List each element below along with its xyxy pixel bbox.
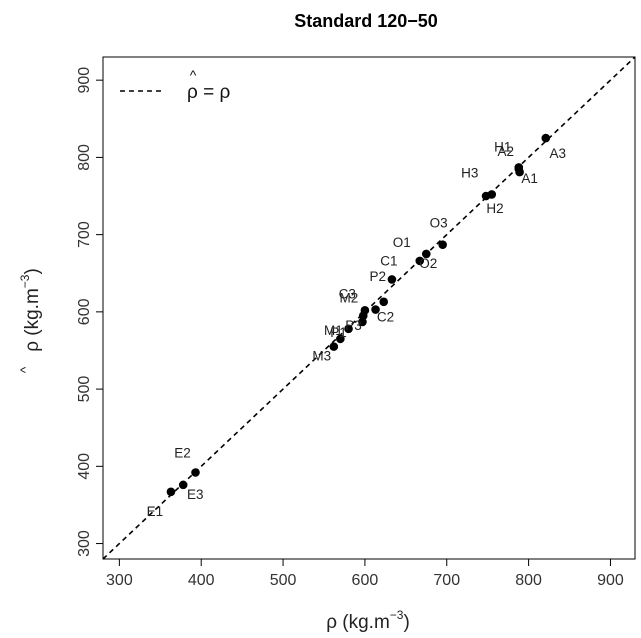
- data-point-c1: [387, 275, 397, 284]
- data-point-a2: [514, 164, 524, 174]
- y-tick-label: 800: [76, 144, 93, 171]
- y-axis-label: ρ (kg.m−3) ^: [17, 268, 43, 373]
- data-point-a3: [541, 133, 551, 143]
- point-label-e2: E2: [174, 446, 191, 461]
- point-label-c1: C1: [380, 253, 397, 268]
- legend: ^ ρ = ρ: [120, 67, 230, 103]
- point-label-h1: H1: [494, 139, 511, 154]
- x-tick-label: 600: [352, 572, 379, 589]
- point-label-c3: C3: [339, 287, 356, 302]
- point-label-e1: E1: [147, 504, 164, 519]
- svg-text:ρ (kg.m−3): ρ (kg.m−3): [18, 268, 43, 352]
- data-point-o3: [438, 240, 447, 249]
- point-label-h2: H2: [486, 201, 503, 216]
- point-label-c2: C2: [377, 310, 394, 325]
- data-point-m3: [329, 342, 339, 351]
- x-tick-label: 900: [597, 572, 624, 589]
- point-label-m2: M2: [340, 290, 359, 305]
- chart-title: Standard 120−50: [294, 11, 438, 31]
- y-tick-label: 600: [76, 298, 93, 325]
- point-label-h3: H3: [461, 165, 478, 180]
- point-label-m1: M1: [324, 323, 343, 338]
- y-axis-label-exponent: −3: [18, 274, 32, 288]
- point-labels: E1 E2 E3 M1 M2 M3 P1 P2 P3 C1 C2 C3 O1 O2 O3 H1 H2 H3 A1 A2…: [147, 139, 566, 518]
- data-point-c3: [358, 311, 368, 321]
- point-label-a3: A3: [550, 146, 567, 161]
- data-point-p1: [344, 324, 353, 334]
- y-tick-label: 700: [76, 221, 93, 248]
- legend-label: ρ = ρ: [187, 82, 230, 103]
- y-axis-label-hat: ^: [17, 366, 33, 373]
- x-tick-label: 400: [188, 572, 215, 589]
- point-label-a1: A1: [521, 171, 538, 186]
- plot-frame: [102, 56, 636, 560]
- x-axis-ticks: 300 400 500 600 700 800 900: [106, 559, 624, 589]
- point-label-p3: P3: [345, 318, 362, 333]
- data-point-c2: [371, 305, 380, 314]
- y-axis-label-base: ρ (kg.m: [22, 288, 43, 352]
- x-axis-label-exponent: −3: [390, 608, 404, 622]
- data-point-e1: [166, 487, 176, 497]
- data-points: [166, 133, 551, 497]
- y-tick-label: 500: [76, 376, 93, 403]
- identity-reference-line: [102, 56, 636, 560]
- point-label-a2: A2: [498, 144, 515, 159]
- x-axis-label-base: ρ (kg.m: [326, 612, 390, 633]
- data-point-e2: [191, 468, 200, 477]
- data-point-o2: [421, 249, 431, 259]
- data-point-m1: [336, 334, 345, 344]
- y-axis-ticks: 300 400 500 600 700 800 900: [76, 67, 103, 557]
- point-label-o1: O1: [393, 235, 411, 250]
- data-point-p2: [379, 297, 389, 307]
- y-tick-label: 900: [76, 67, 93, 94]
- y-tick-label: 400: [76, 453, 93, 480]
- data-point-o1: [415, 256, 425, 266]
- point-label-o2: O2: [419, 256, 437, 271]
- data-point-h3: [487, 190, 497, 199]
- point-label-m3: M3: [312, 349, 331, 364]
- y-tick-label: 300: [76, 530, 93, 557]
- point-label-p1: P1: [330, 325, 347, 340]
- point-label-e3: E3: [187, 487, 204, 502]
- legend-hat: ^: [190, 67, 197, 83]
- x-tick-label: 700: [433, 572, 460, 589]
- point-label-p2: P2: [369, 269, 386, 284]
- data-point-e3: [178, 480, 188, 490]
- x-tick-label: 300: [106, 572, 133, 589]
- x-axis-label: ρ (kg.m−3): [326, 608, 410, 633]
- x-tick-label: 500: [270, 572, 297, 589]
- point-label-o3: O3: [430, 216, 448, 231]
- x-tick-label: 800: [515, 572, 542, 589]
